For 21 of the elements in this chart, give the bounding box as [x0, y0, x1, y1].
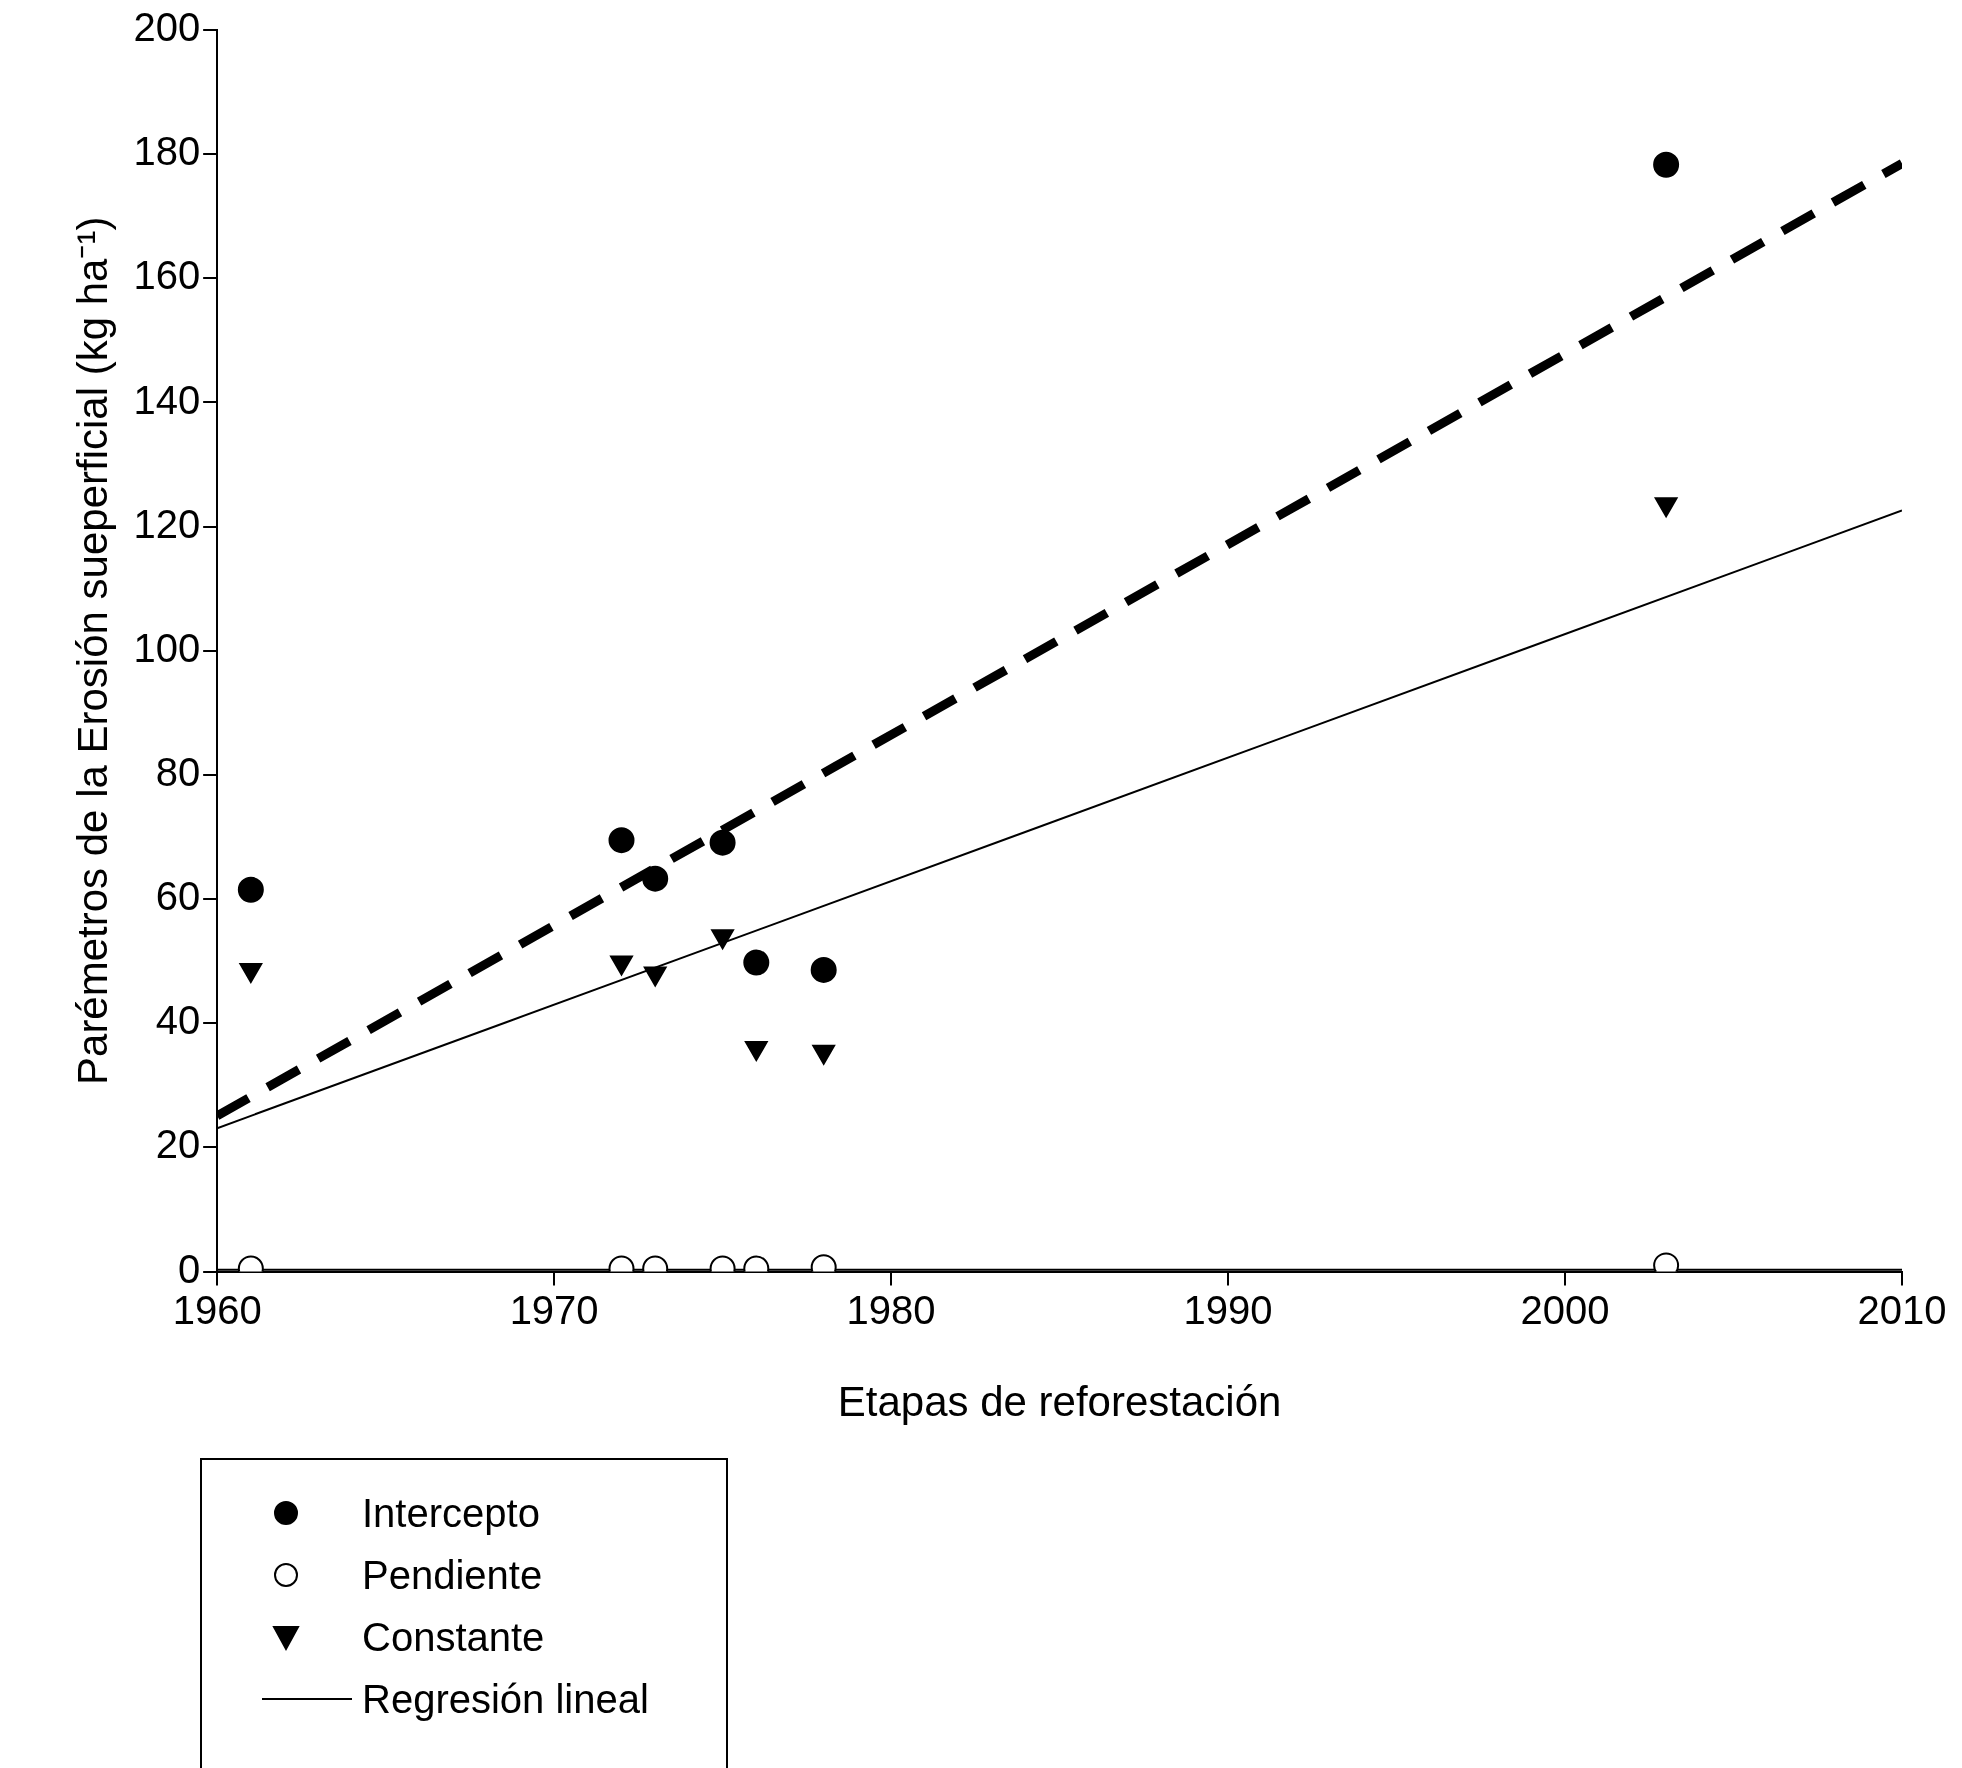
y-tick-label: 120	[133, 501, 201, 546]
legend-label: Regresión lineal	[362, 1676, 649, 1722]
legend-label: Constante	[362, 1614, 545, 1660]
x-tick-label: 2000	[1520, 1287, 1610, 1332]
x-tick-label: 1980	[846, 1287, 936, 1332]
y-tick-label: 100	[133, 625, 201, 670]
y-tick-label: 20	[155, 1122, 201, 1167]
y-tick-label: 60	[155, 874, 201, 919]
x-tick-label: 1970	[509, 1287, 599, 1332]
legend-label: Pendiente	[362, 1552, 543, 1598]
y-tick-label: 200	[133, 5, 201, 50]
y-axis-title: Parémetros de la Erosión sueperficial (kg ha⁻¹)	[68, 216, 116, 1085]
y-tick-label: 80	[155, 749, 201, 794]
y-tick-label: 40	[155, 998, 201, 1043]
y-tick-label: 180	[133, 129, 201, 174]
y-tick-label: 160	[133, 253, 201, 298]
legend-label: Intercepto	[362, 1490, 540, 1536]
y-tick-label: 140	[133, 377, 201, 422]
x-axis-title: Etapas de reforestación	[837, 1378, 1282, 1426]
x-tick-label: 2010	[1857, 1287, 1947, 1332]
x-tick-label: 1990	[1183, 1287, 1273, 1332]
